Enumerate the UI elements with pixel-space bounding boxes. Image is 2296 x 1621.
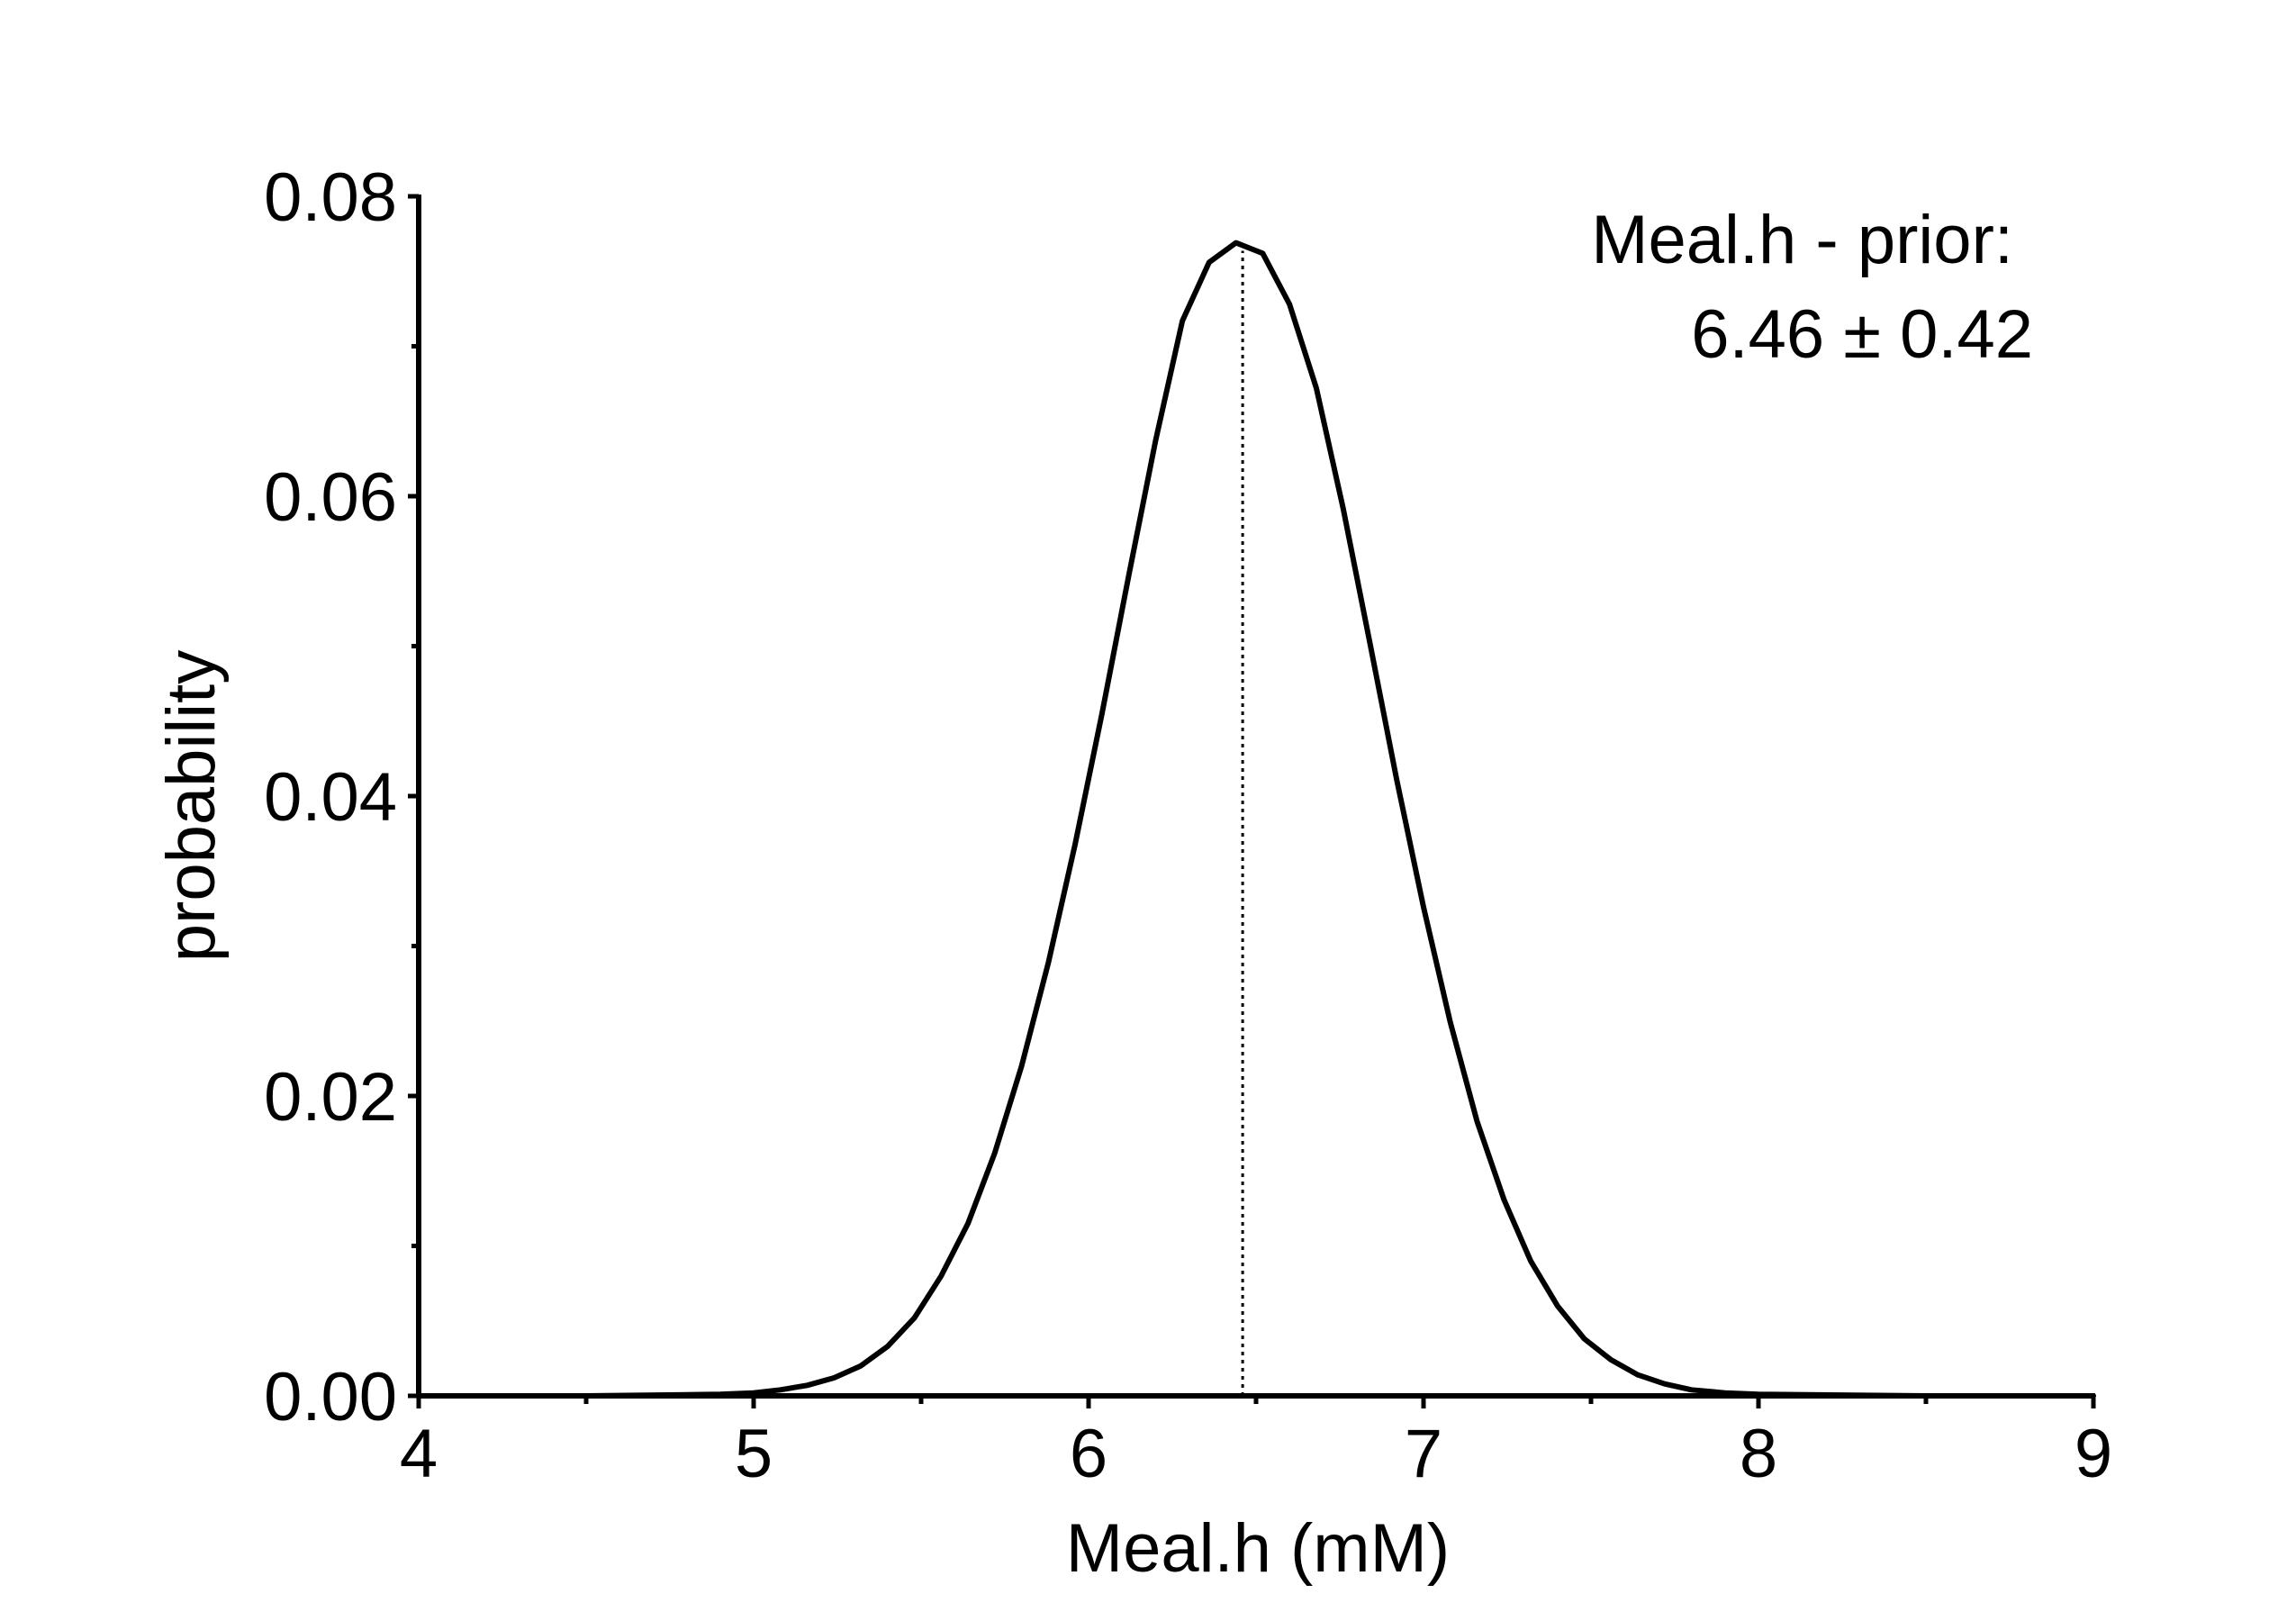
y-tick-label-0.02: 0.02	[264, 1059, 397, 1136]
x-tick-label-4: 4	[400, 1416, 438, 1492]
series-line-0	[416, 240, 2096, 1399]
data-group	[416, 240, 2096, 1399]
annotation-line-2: 6.46 ± 0.42	[1691, 296, 2033, 373]
y-tick-label-0.08: 0.08	[264, 159, 397, 236]
x-tick-label-7: 7	[1405, 1416, 1442, 1492]
x-tick-label-8: 8	[1740, 1416, 1777, 1492]
y-tick-label-0.04: 0.04	[264, 759, 397, 836]
y-axis-label: probability	[153, 650, 230, 962]
ticks-group: 4 5 6 7 8 9 0.00 0.02 0.04 0.06 0.08	[264, 159, 2112, 1492]
annotation-line-1: Meal.h - prior:	[1591, 202, 2013, 278]
y-tick-label-0.06: 0.06	[264, 459, 397, 536]
y-tick-label-0.00: 0.00	[264, 1359, 397, 1435]
axes-group	[416, 195, 2095, 1399]
x-tick-label-5: 5	[735, 1416, 773, 1492]
x-tick-label-6: 6	[1070, 1416, 1107, 1492]
x-tick-label-9: 9	[2075, 1416, 2112, 1492]
x-axis-label: Meal.h (mM)	[1066, 1510, 1450, 1587]
